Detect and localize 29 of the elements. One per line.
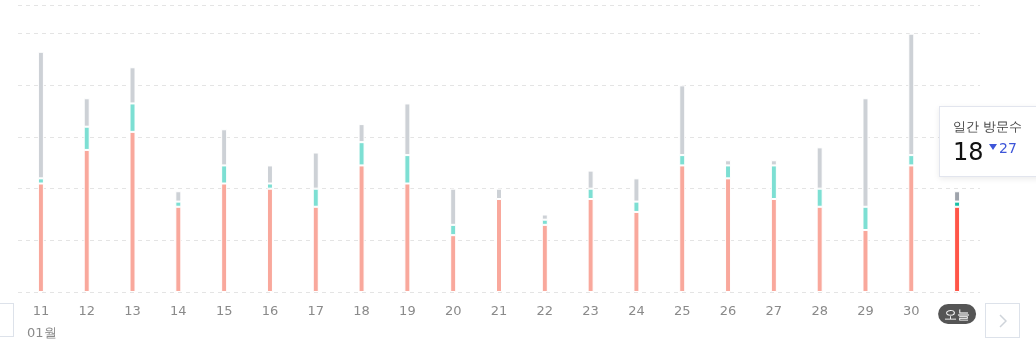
x-tick-label: 12 xyxy=(78,303,95,318)
annotation: 일간 방문수 xyxy=(953,118,1023,136)
x-tick-label: 20 xyxy=(444,303,462,318)
x-tick-label: 18 xyxy=(353,303,370,318)
bar xyxy=(541,224,548,292)
x-tick-label: 17 xyxy=(307,303,325,318)
text: 27 xyxy=(999,140,1017,156)
x-tick-label: 14 xyxy=(170,303,187,318)
x-tick-label: 13 xyxy=(124,303,141,318)
x-tick-label: 24 xyxy=(628,303,645,318)
bar xyxy=(954,206,961,292)
x-tick-label: 오늘 xyxy=(944,307,971,322)
annotation: 18 xyxy=(953,138,984,166)
x-tick-label: 19 xyxy=(399,303,416,318)
x-tick-label: 25 xyxy=(673,303,691,318)
text: 01월 xyxy=(27,324,57,342)
x-tick-label: 27 xyxy=(765,303,783,318)
x-tick-label: 26 xyxy=(719,303,737,318)
x-tick-label: 15 xyxy=(215,303,233,318)
bar xyxy=(175,206,182,292)
x-tick-label: 30 xyxy=(903,303,920,318)
x-tick-label: 21 xyxy=(490,303,508,318)
x-tick-label: 11 xyxy=(32,303,50,318)
x-tick-label: 22 xyxy=(536,303,554,318)
x-tick-label: 28 xyxy=(811,303,828,318)
bar xyxy=(266,188,273,292)
x-tick-label: 29 xyxy=(857,303,874,318)
x-tick-label: 16 xyxy=(261,303,279,318)
x-tick-label: 23 xyxy=(582,303,599,318)
